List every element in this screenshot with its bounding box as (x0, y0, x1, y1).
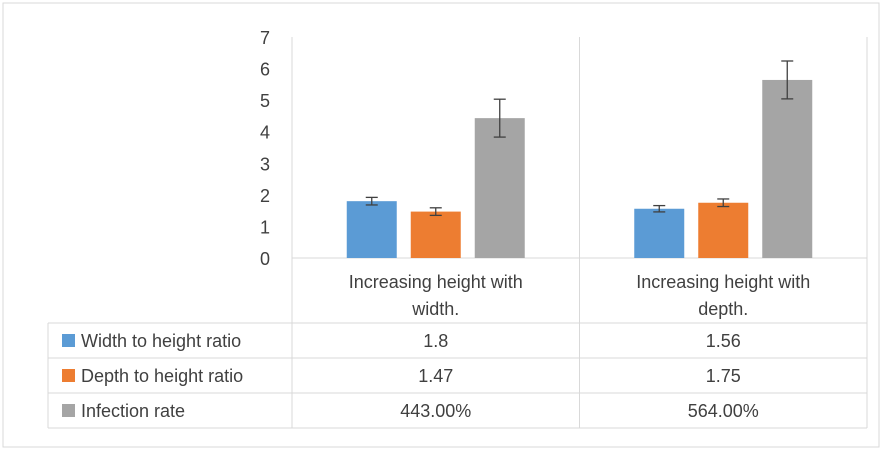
table-value: 1.75 (706, 366, 741, 386)
category-label: width. (411, 299, 459, 319)
bar (410, 211, 461, 258)
legend-key (62, 369, 75, 382)
legend-key (62, 334, 75, 347)
category-label: Increasing height with (349, 272, 523, 292)
bar (634, 208, 685, 258)
table-value: 1.56 (706, 331, 741, 351)
legend-label: Depth to height ratio (81, 366, 243, 386)
y-tick-label: 7 (260, 28, 270, 48)
y-axis-tick-labels: 0 1 2 3 4 5 6 7 (260, 28, 270, 269)
y-tick-label: 3 (260, 154, 270, 174)
data-table: Increasing height with width. Increasing h… (47, 272, 867, 429)
table-value: 564.00% (688, 401, 759, 421)
category-label: Increasing height with (636, 272, 810, 292)
legend-key (62, 404, 75, 417)
table-value: 1.47 (418, 366, 453, 386)
legend-label: Width to height ratio (81, 331, 241, 351)
table-value: 1.8 (423, 331, 448, 351)
y-tick-label: 4 (260, 123, 270, 143)
table-value: 443.00% (400, 401, 471, 421)
bar (698, 202, 749, 258)
bar (762, 79, 813, 259)
y-tick-label: 0 (260, 249, 270, 269)
y-tick-label: 6 (260, 60, 270, 80)
legend-label: Infection rate (81, 401, 185, 421)
category-label: depth. (698, 299, 748, 319)
y-tick-label: 2 (260, 186, 270, 206)
bar (346, 201, 397, 258)
bars (346, 79, 813, 259)
y-tick-label: 5 (260, 91, 270, 111)
error-bars (365, 60, 794, 217)
bar (474, 118, 525, 258)
y-tick-label: 1 (260, 217, 270, 237)
